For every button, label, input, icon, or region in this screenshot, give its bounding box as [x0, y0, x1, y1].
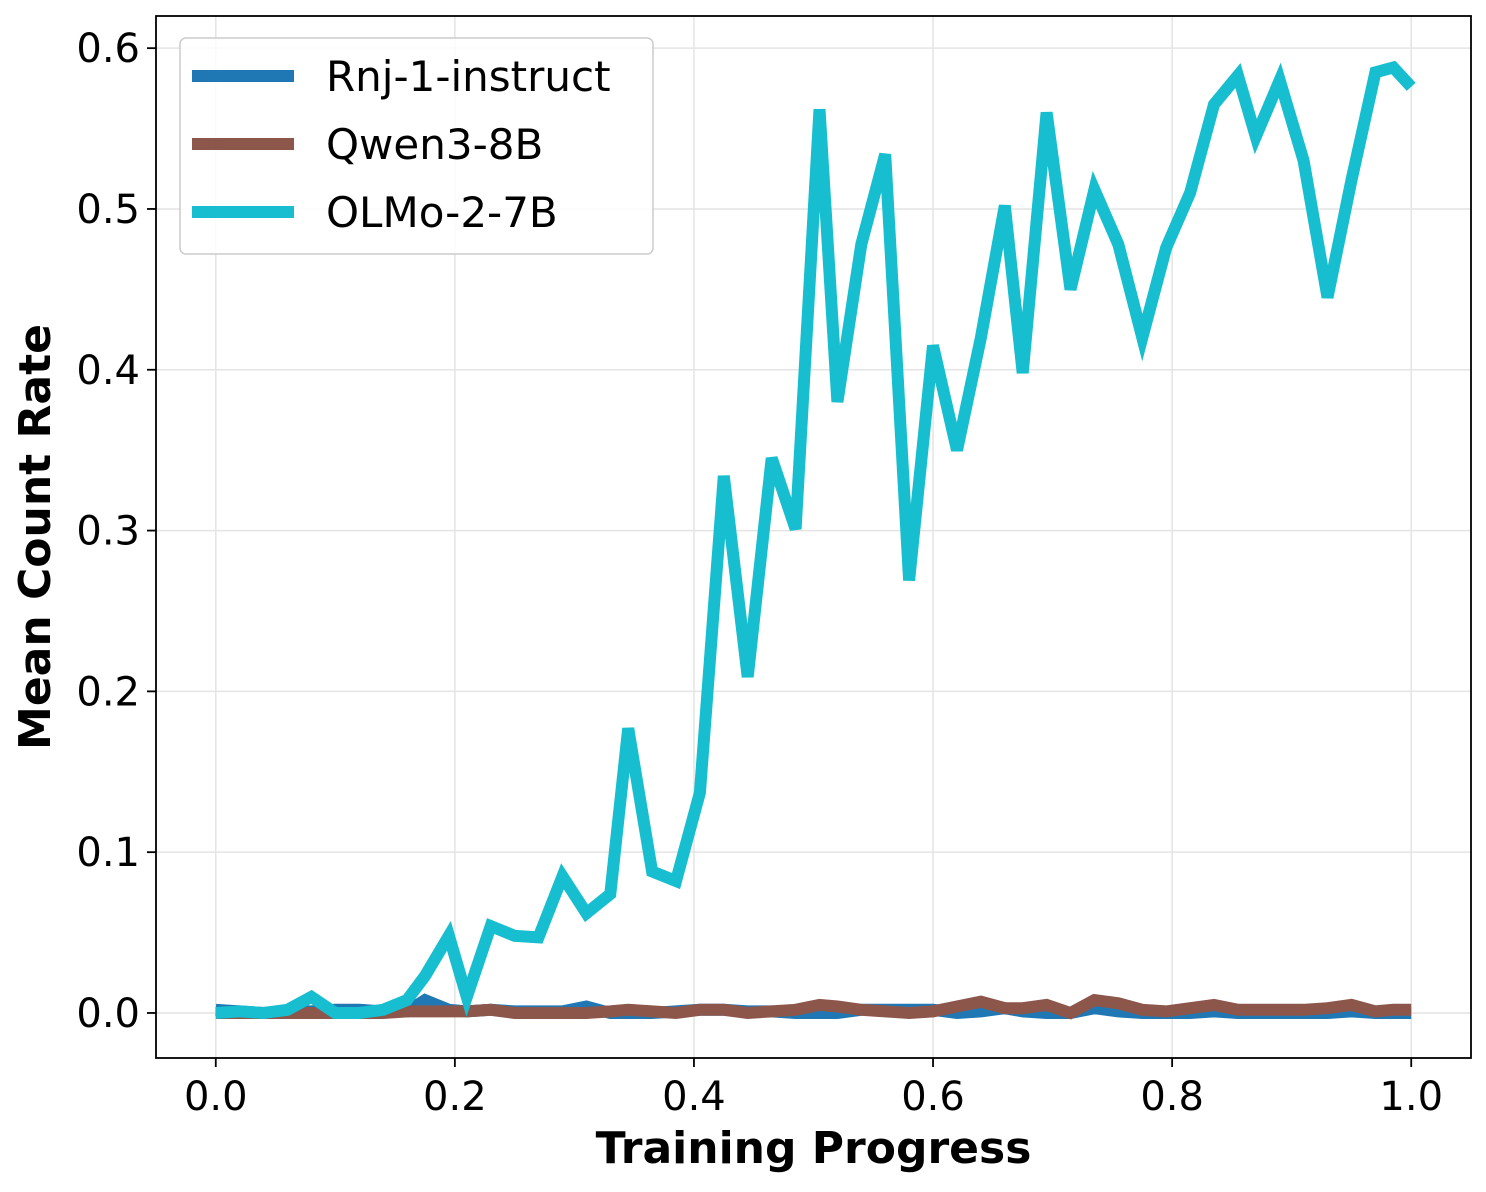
y-tick-label: 0.0 — [76, 991, 140, 1037]
y-tick-label: 0.4 — [76, 348, 140, 394]
y-tick-label: 0.5 — [76, 187, 140, 233]
legend-label: Rnj-1-instruct — [326, 52, 611, 101]
series-line-qwen3-8b — [215, 993, 1412, 1020]
y-axis-title: Mean Count Rate — [10, 324, 61, 750]
y-tick-label: 0.3 — [76, 509, 140, 555]
x-tick-label: 0.0 — [184, 1074, 248, 1120]
series-lines — [215, 60, 1416, 1020]
axis-ticks: 0.0 0.2 0.4 0.6 0.8 1.0 0.0 0.1 0.2 0.3 0.4 0.5 0.6 — [76, 26, 1443, 1120]
legend-label: OLMo-2-7B — [326, 188, 558, 237]
x-axis-title: Training Progress — [596, 1123, 1032, 1174]
y-tick-label: 0.6 — [76, 26, 140, 72]
series-line-olmo-2-7b — [215, 60, 1416, 1020]
plot-frame — [155, 15, 1472, 1059]
x-tick-label: 0.8 — [1140, 1074, 1204, 1120]
y-tick-label: 0.1 — [76, 830, 140, 876]
legend: Rnj-1-instruct Qwen3-8B OLMo-2-7B — [179, 37, 654, 255]
x-tick-label: 1.0 — [1379, 1074, 1443, 1120]
legend-label: Qwen3-8B — [326, 120, 543, 169]
x-tick-label: 0.4 — [662, 1074, 726, 1120]
x-tick-label: 0.6 — [901, 1074, 965, 1120]
legend-frame — [179, 37, 654, 255]
y-tick-label: 0.2 — [76, 669, 140, 715]
x-tick-label: 0.2 — [423, 1074, 487, 1120]
